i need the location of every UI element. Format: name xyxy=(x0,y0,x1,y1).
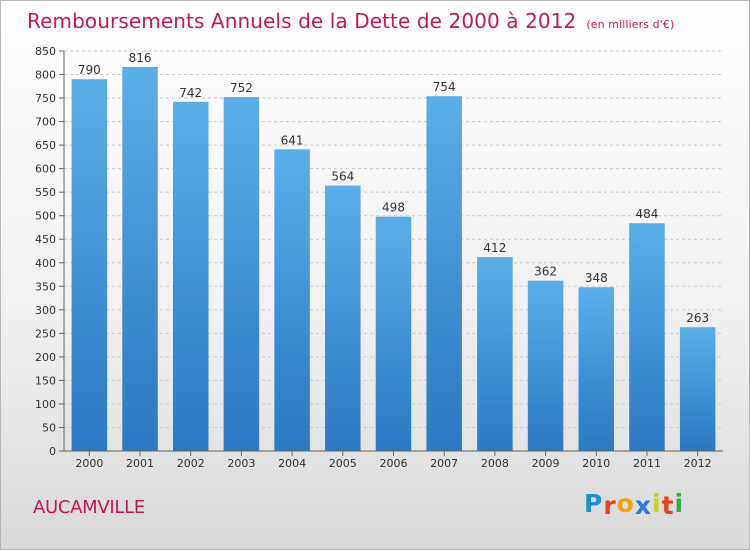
x-tick-label: 2009 xyxy=(532,457,560,470)
chart-title: Remboursements Annuels de la Dette de 20… xyxy=(27,9,674,33)
data-label: 263 xyxy=(686,311,709,325)
chart-title-text: Remboursements Annuels de la Dette de 20… xyxy=(27,9,577,33)
data-label: 362 xyxy=(534,265,557,279)
logo-letter: P xyxy=(584,489,604,518)
bar-2002 xyxy=(172,101,209,451)
data-label: 498 xyxy=(382,201,405,215)
x-tick-label: 2010 xyxy=(582,457,610,470)
data-label: 790 xyxy=(78,63,101,77)
y-tick-label: 150 xyxy=(35,374,56,387)
y-tick-label: 50 xyxy=(42,421,56,434)
data-label: 484 xyxy=(636,207,659,221)
data-label: 816 xyxy=(129,51,152,65)
y-tick-label: 800 xyxy=(35,69,56,82)
logo-letter: i xyxy=(674,489,685,518)
logo-letter: x xyxy=(634,491,652,520)
x-tick-label: 2002 xyxy=(177,457,205,470)
bar-2007 xyxy=(426,96,462,452)
y-tick-label: 750 xyxy=(35,92,56,105)
x-tick-label: 2012 xyxy=(684,457,712,470)
y-tick-label: 450 xyxy=(35,233,56,246)
y-tick-label: 500 xyxy=(35,210,56,223)
logo-letter: i xyxy=(652,489,662,518)
x-tick-label: 2008 xyxy=(481,457,509,470)
chart-subtitle: (en milliers d'€) xyxy=(586,18,675,31)
y-tick-label: 200 xyxy=(35,351,56,364)
data-label: 742 xyxy=(179,86,202,100)
y-tick-label: 700 xyxy=(35,116,56,129)
data-label: 412 xyxy=(483,241,506,255)
proxiti-logo: Proxiti xyxy=(584,489,685,520)
x-tick-label: 2000 xyxy=(75,457,103,470)
bar-2001 xyxy=(122,67,158,451)
bar-2006 xyxy=(375,216,412,451)
logo-letter: o xyxy=(616,489,635,518)
x-tick-label: 2001 xyxy=(126,457,154,470)
y-tick-label: 650 xyxy=(35,139,56,152)
commune-name: AUCAMVILLE xyxy=(33,497,145,518)
x-tick-label: 2003 xyxy=(227,457,255,470)
data-label: 564 xyxy=(331,170,354,184)
bar-2012 xyxy=(679,327,716,451)
data-label: 348 xyxy=(585,271,608,285)
bar-2000 xyxy=(71,79,108,451)
y-tick-label: 550 xyxy=(35,186,56,199)
y-tick-label: 300 xyxy=(35,304,56,317)
x-tick-label: 2007 xyxy=(430,457,458,470)
bar-2008 xyxy=(477,257,513,451)
y-tick-label: 100 xyxy=(35,398,56,411)
y-tick-label: 400 xyxy=(35,257,56,270)
bar-2004 xyxy=(274,149,310,451)
y-tick-label: 350 xyxy=(35,280,56,293)
bar-2010 xyxy=(578,287,615,451)
y-tick-label: 0 xyxy=(49,445,56,458)
bar-2009 xyxy=(527,280,564,451)
bar-2011 xyxy=(629,223,665,451)
bar-2003 xyxy=(223,97,260,451)
y-tick-label: 250 xyxy=(35,327,56,340)
x-tick-label: 2004 xyxy=(278,457,306,470)
data-label: 641 xyxy=(281,133,304,147)
x-tick-label: 2011 xyxy=(633,457,661,470)
y-tick-label: 850 xyxy=(35,45,56,58)
x-tick-label: 2005 xyxy=(329,457,357,470)
y-tick-label: 600 xyxy=(35,163,56,176)
data-label: 752 xyxy=(230,81,253,95)
logo-letter: t xyxy=(661,491,675,520)
logo-letter: r xyxy=(603,491,617,520)
data-label: 754 xyxy=(433,80,456,94)
x-tick-label: 2006 xyxy=(380,457,408,470)
bar-2005 xyxy=(325,185,361,451)
